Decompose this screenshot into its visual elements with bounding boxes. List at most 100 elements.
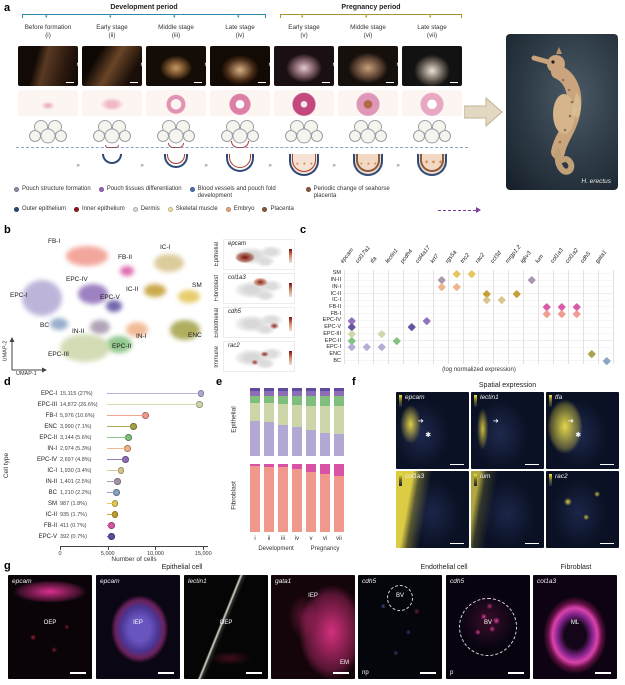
cell-type-label: BC <box>333 357 341 364</box>
bar-segment <box>264 422 274 456</box>
cell-type-label: IC-I <box>332 297 341 304</box>
grid-column <box>524 270 539 364</box>
colorbar-icon <box>474 474 477 486</box>
panel-c-violin-grid: (log normalized expression) SM IN-II IN-I I… <box>300 236 624 378</box>
timeline-dashed-line <box>16 147 468 148</box>
bar-segment <box>278 464 288 468</box>
arrow-icon: ➤ <box>268 62 273 68</box>
bar-segment <box>264 466 274 532</box>
lollipop-line <box>107 414 144 417</box>
count-value: 411 (0.7%) <box>60 522 87 529</box>
stage-numeral: (v) <box>300 31 308 39</box>
legend-dot-icon <box>225 207 231 212</box>
stacked-bar-chart <box>250 388 346 456</box>
feature-plot-colorbar-icon <box>289 317 292 331</box>
grid-column <box>449 270 464 364</box>
period-group-label: Development <box>258 546 294 552</box>
spatial-tile: lum <box>471 471 544 548</box>
lollipop-line <box>107 458 124 461</box>
stacked-bar <box>334 464 344 532</box>
colorbar-icon <box>474 395 477 407</box>
stage-name: Early stage <box>96 24 128 31</box>
micro-gene-label: gata1 <box>275 578 292 585</box>
histology-image <box>274 90 334 116</box>
bar-segment <box>334 476 344 532</box>
stage-tick: i <box>254 536 256 542</box>
gene-header: krt7 <box>429 253 441 265</box>
grid-column <box>554 270 569 364</box>
gene-header: rgs5a <box>444 249 459 265</box>
lollipop-row: IN-II 1,401 (2.5%) <box>22 476 218 487</box>
bar-segment <box>320 464 330 474</box>
bar-segment <box>250 388 260 391</box>
bar-segment <box>306 388 316 391</box>
cell-type-label: IN-I <box>332 283 341 290</box>
arrow-icon: ➤ <box>76 163 81 169</box>
bar-segment <box>264 390 274 397</box>
cell-class-header: Endothelial cell <box>420 564 468 571</box>
tissue-legend-item: Dermis <box>132 206 160 213</box>
bar-segment <box>250 466 260 532</box>
axis-tick <box>107 547 109 550</box>
legend-dot-icon <box>132 207 138 212</box>
stage-tick: v <box>309 536 313 542</box>
bar-segment <box>278 390 288 397</box>
count-value: 1,401 (2.5%) <box>60 478 92 485</box>
stacked-bar-chart <box>250 464 346 532</box>
legend-label: Embryo <box>233 206 255 212</box>
stage-photo <box>210 46 270 86</box>
micro-tile: gata1 IEP EM <box>271 575 355 679</box>
cluster-label: SM <box>48 500 57 507</box>
grid-column <box>479 270 494 364</box>
cell-type-label: FB-I <box>330 310 341 317</box>
embryo-icon: ● <box>296 161 299 166</box>
species-label: H. erectus <box>581 178 611 185</box>
feature-plot-row: Immune rac2 <box>214 340 302 373</box>
cross-section-schematic <box>18 119 78 146</box>
gene-header: ccl3d <box>489 250 503 265</box>
feature-plot: rac2 <box>223 341 295 372</box>
bracket-tick-icon: ▾ <box>173 14 176 20</box>
annotation-label: IEP <box>308 592 318 599</box>
arrow-icon: ➤ <box>204 163 209 169</box>
grid-column <box>389 270 404 364</box>
bar-segment <box>334 433 344 456</box>
lollipop-line <box>107 535 110 538</box>
stage-tick: ii <box>267 536 271 542</box>
stacked-bar <box>306 464 316 532</box>
stacked-bar <box>292 388 302 456</box>
count-value: 2,697 (4.8%) <box>60 456 92 463</box>
stage-photo <box>82 46 142 86</box>
legend-dot-icon <box>98 187 104 192</box>
umap-cluster-blob <box>66 246 108 266</box>
grid-column <box>464 270 479 364</box>
stage-tick: vii <box>336 536 342 542</box>
bar-segment <box>292 405 302 428</box>
grid-column <box>374 270 389 364</box>
grid-column <box>509 270 524 364</box>
cluster-label: IC-II <box>45 511 57 518</box>
stacked-bar <box>278 388 288 456</box>
cluster-label: ENC <box>44 423 57 430</box>
grid-column <box>344 270 359 364</box>
gene-header: epcam <box>339 247 356 265</box>
bar-segment <box>292 390 302 397</box>
cluster-label: BC <box>48 489 57 496</box>
umap-cluster-blob <box>120 266 134 276</box>
stage-numeral: (vi) <box>363 31 373 39</box>
panel-label-f: f <box>352 376 356 388</box>
annotation-label: np <box>362 670 369 676</box>
micro-tile: col1a3 ML <box>533 575 617 679</box>
grid-column <box>419 270 434 364</box>
cross-section-schematic <box>82 119 142 148</box>
lollipop-line <box>107 403 198 406</box>
stage-name: Middle stage <box>350 24 386 31</box>
lollipop-row: EPC-II 3,144 (5.6%) <box>22 432 218 443</box>
bracket-tick-icon: ▾ <box>301 14 304 20</box>
lollipop-row: EPC-I 15,115 (27%) <box>22 388 218 399</box>
panel-a-development-timeline: Development period Pregnancy period Befo… <box>0 0 625 224</box>
stage-label: Late stage (vii) <box>402 24 462 39</box>
micro-gene-label: col1a3 <box>537 578 557 585</box>
stage-tick-row: i ii iii iv v vi vii <box>250 536 344 542</box>
cell-type-label: IC-II <box>330 290 341 297</box>
